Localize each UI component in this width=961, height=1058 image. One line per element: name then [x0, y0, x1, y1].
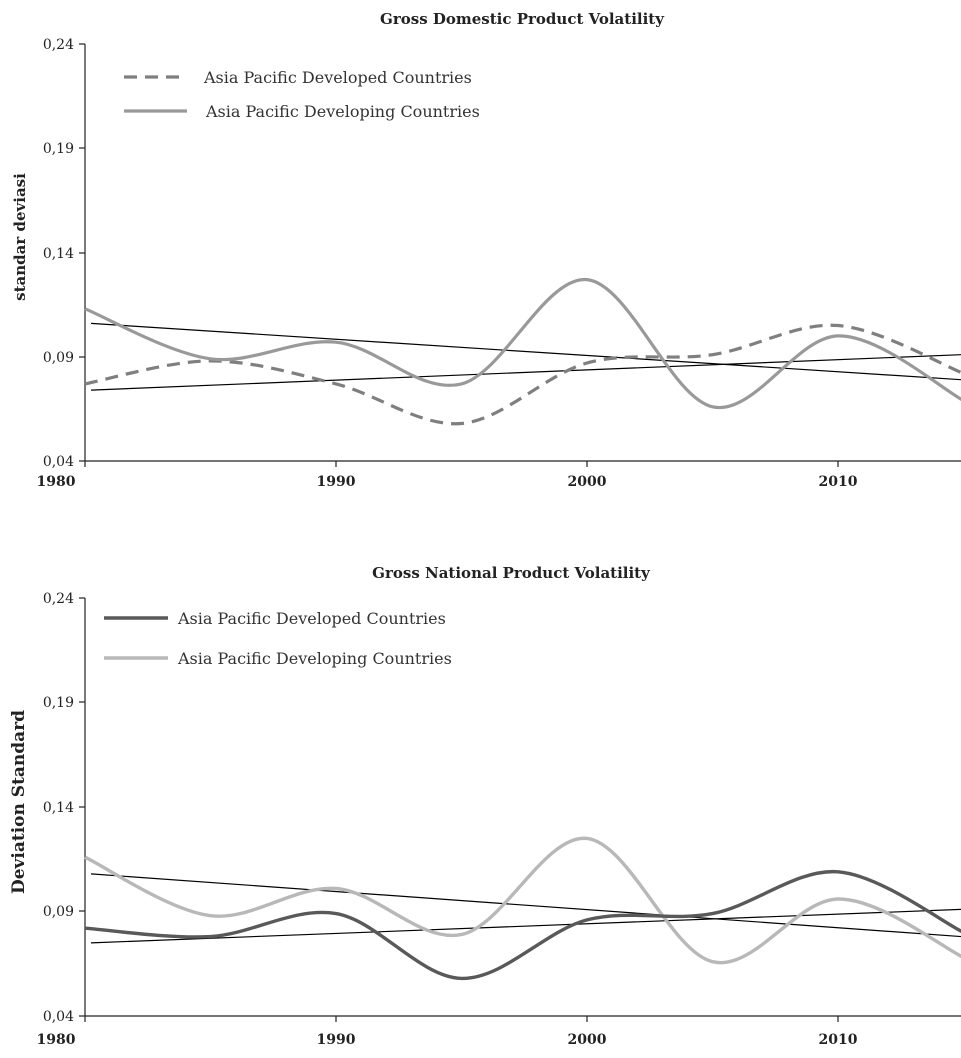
gnp-y-tick-label: 0,14	[43, 800, 74, 816]
gdp-x-tick-label: 1980	[37, 474, 76, 490]
gdp-legend-label-developing: Asia Pacific Developing Countries	[205, 102, 480, 121]
gdp-legend-label-developed: Asia Pacific Developed Countries	[203, 68, 472, 87]
gnp-trendline-declining	[90, 873, 961, 938]
gnp-series-developed-line	[84, 870, 961, 981]
gdp-y-tick-label: 0,04	[43, 454, 74, 470]
gdp-x-tick-label: 2000	[568, 474, 607, 490]
gdp-chart: Gross Domestic Product Volatility standa…	[11, 10, 961, 490]
gdp-y-tick-label: 0,24	[43, 37, 74, 53]
gnp-y-tick-label: 0,09	[43, 904, 74, 920]
gnp-series-developing-line	[84, 836, 961, 965]
gdp-y-tick-label: 0,09	[43, 350, 74, 366]
gdp-legend: Asia Pacific Developed Countries Asia Pa…	[124, 68, 480, 121]
gdp-chart-title: Gross Domestic Product Volatility	[380, 10, 665, 28]
gnp-y-tick-label: 0,19	[43, 695, 74, 711]
gdp-series-developed-line	[84, 323, 961, 426]
gnp-y-tick-label: 0,24	[43, 591, 74, 607]
gnp-trendline-rising	[90, 908, 961, 944]
gnp-y-axis-label: Deviation Standard	[9, 710, 29, 894]
gnp-x-tick-label: 2000	[568, 1032, 607, 1048]
gnp-legend-label-developing: Asia Pacific Developing Countries	[177, 649, 452, 668]
gdp-x-tick-label: 2010	[819, 474, 858, 490]
gdp-x-tick-label: 1990	[317, 474, 356, 490]
gdp-y-axis-label: standar deviasi	[11, 173, 29, 301]
gnp-y-tick-label: 0,04	[43, 1009, 74, 1025]
gnp-trendlines	[90, 873, 961, 944]
gdp-trendline-rising	[90, 354, 961, 391]
gnp-x-tick-label: 1980	[37, 1032, 76, 1048]
gnp-legend-label-developed: Asia Pacific Developed Countries	[177, 609, 446, 628]
gdp-y-tick-label: 0,14	[43, 246, 74, 262]
gnp-legend: Asia Pacific Developed Countries Asia Pa…	[104, 609, 452, 668]
gdp-series-developing-line	[84, 277, 961, 410]
gnp-chart: Gross National Product Volatility Deviat…	[9, 564, 961, 1048]
gdp-trendline-declining	[90, 322, 961, 381]
gnp-x-tick-label: 1990	[317, 1032, 356, 1048]
gdp-y-tick-label: 0,19	[43, 141, 74, 157]
gdp-trendlines	[90, 322, 961, 391]
gnp-x-tick-label: 2010	[819, 1032, 858, 1048]
gnp-chart-title: Gross National Product Volatility	[372, 564, 651, 582]
